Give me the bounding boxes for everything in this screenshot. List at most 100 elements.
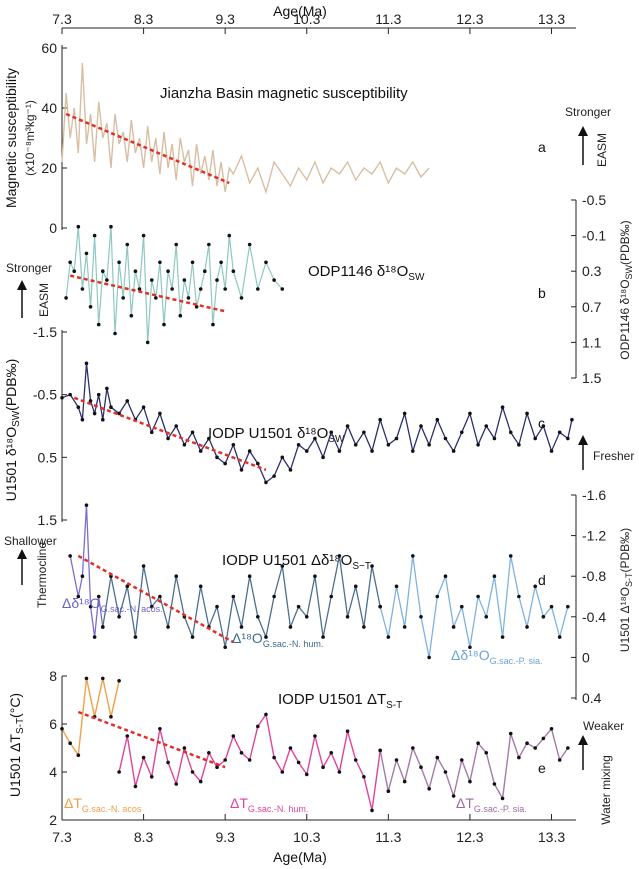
panel-c-point-44: [386, 443, 391, 447]
bottom-tick-label-5: 12.3: [456, 829, 483, 845]
panel-d-point-2-1: [386, 635, 391, 639]
panel-e-point-1-31: [370, 808, 374, 813]
panel-c-ytick-label-0: -1.5: [33, 324, 57, 340]
panel-c-point-9: [105, 386, 109, 391]
panel-e-point-0-0: [60, 727, 64, 731]
panel-e-point-1-0: [117, 770, 121, 774]
panel-a-trend-line: [65, 112, 230, 185]
panel-e-point-2-9: [451, 794, 456, 798]
panel-b-point-10: [105, 278, 109, 282]
top-axis-label: Age(Ma): [273, 3, 327, 19]
panel-c-point-3: [80, 417, 85, 422]
panel-d-point-2-15: [500, 635, 505, 639]
panel-b-title: ODP1146 δ¹⁸OSW: [308, 263, 425, 283]
panel-e-point-1-9: [190, 770, 195, 774]
panel-e-point-1-11: [207, 751, 211, 755]
panel-c-trend-line: [73, 396, 267, 472]
panel-b-ytick-label-4: 1.1: [582, 334, 602, 350]
panel-e-point-1-29: [353, 758, 358, 762]
panel-e-point-2-11: [468, 779, 472, 784]
panel-b-ytick-label-1: -0.1: [582, 228, 606, 244]
panel-b-point-12: [113, 331, 117, 336]
panel-e-side-arrow-text: Weaker: [583, 719, 624, 733]
panel-e-point-0-1: [68, 741, 72, 745]
panel-e-point-1-24: [313, 734, 317, 738]
panel-d-points: [68, 503, 570, 660]
panel-e-point-2-14: [492, 782, 497, 786]
panel-d-point-1-21: [272, 594, 276, 599]
panel-b-y-ticks: -0.5 -0.1 0.3 0.7 1.1 1.5: [571, 192, 606, 386]
panel-c-point-7: [96, 392, 101, 397]
panel-d-point-1-2: [117, 615, 121, 619]
panel-d-point-1-29: [337, 554, 342, 558]
panel-d-point-1-20: [264, 635, 268, 639]
panel-e-point-1-30: [362, 775, 366, 779]
panel-d-point-1-14: [215, 604, 219, 609]
panel-a-ytick-label-3: 0: [49, 220, 57, 236]
panel-c-point-59: [508, 430, 513, 435]
panel-a-ytick-label-0: 60: [41, 40, 57, 56]
panel-e-point-2-7: [435, 755, 440, 760]
panel-b-point-45: [264, 260, 268, 265]
panel-e-annotation-hum: ΔTG.sac.-N. hum.: [230, 795, 308, 814]
panel-b-point-21: [149, 278, 154, 282]
panel-a-letter: a: [538, 139, 546, 155]
panel-b-point-17: [133, 269, 138, 274]
panel-d-point-0-6: [96, 594, 101, 599]
panel-d-ylabel: U1501 Δ¹⁸OS-T(PDB‰): [618, 528, 634, 652]
panel-c-point-20: [190, 430, 195, 435]
panel-d-point-1-28: [329, 594, 334, 599]
panel-d-point-0-1: [76, 594, 81, 599]
panel-c-point-24: [223, 461, 227, 466]
panel-c-point-23: [215, 455, 219, 460]
panel-c-point-4: [84, 361, 89, 366]
panel-e-point-2-16: [508, 731, 513, 736]
panel-b-ylabel: ODP1146 δ¹⁸OSW(PDB‰): [618, 220, 634, 359]
panel-d-ytick-label-1: -1.2: [582, 528, 606, 544]
panel-c-ytick-label-2: 0.5: [38, 449, 58, 465]
bottom-tick-label-6: 13.3: [538, 829, 565, 845]
panel-c-point-30: [272, 474, 276, 478]
panel-e-side-arrow: [578, 735, 588, 770]
panel-d-point-0-2: [80, 574, 85, 578]
panel-b-point-43: [247, 242, 252, 247]
panel-c-point-67: [570, 417, 574, 422]
panel-e-series-acos: [61, 678, 120, 758]
panel-b-ytick-label-2: 0.3: [582, 263, 602, 279]
panel-e-letter: e: [538, 760, 546, 776]
panel-d-point-2-18: [525, 625, 529, 629]
panel-b-point-44: [256, 287, 260, 291]
panel-d-point-1-18: [247, 574, 252, 578]
panel-a-side-arrow: [578, 126, 588, 165]
panel-a-ytick-label-2: 20: [41, 160, 57, 176]
panel-c-point-8: [100, 417, 105, 422]
bottom-tick-label-4: 11.3: [375, 829, 401, 845]
panel-e-point-1-13: [223, 758, 227, 762]
top-tick-label-2: 9.3: [215, 11, 235, 27]
panel-d-point-1-0: [100, 625, 105, 629]
panel-c-point-14: [141, 405, 146, 410]
panel-e-ytick-label-0: 8: [49, 668, 57, 684]
panel-b-point-1: [68, 260, 72, 265]
panel-c-point-19: [182, 443, 187, 447]
panel-b-side-arrow-text: Stronger: [6, 261, 52, 275]
panel-e-point-1-26: [329, 751, 334, 755]
panel-b-series-line: [65, 226, 283, 343]
panel-e-point-1-5: [158, 727, 162, 731]
panel-e-trend-line: [77, 710, 226, 769]
panel-c-point-54: [468, 411, 472, 416]
panel-c-point-6: [92, 411, 97, 416]
panel-c-point-5: [88, 399, 93, 403]
panel-c-point-16: [158, 411, 162, 416]
panel-d-annotation-hum: Δ¹⁸OG.sac.-N. hum.: [232, 630, 323, 649]
panel-d-point-1-5: [141, 564, 146, 568]
panel-c-point-38: [337, 449, 342, 453]
panel-c-point-22: [207, 436, 211, 441]
panel-c-point-26: [239, 468, 244, 472]
panel-c-point-29: [264, 480, 268, 485]
panel-c-point-41: [362, 430, 366, 435]
panel-b-points: [64, 224, 285, 345]
panel-d-ytick-label-0: -1.6: [582, 487, 606, 503]
panel-c-point-21: [198, 449, 203, 453]
